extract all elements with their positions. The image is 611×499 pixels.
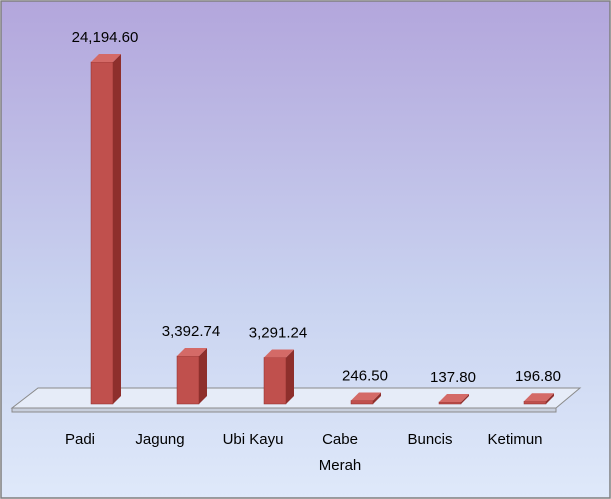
data-label: 196.80	[515, 368, 561, 385]
bar-front	[523, 400, 547, 405]
data-label: 24,194.60	[72, 29, 139, 46]
bar	[263, 349, 294, 405]
x-tick-label: Ubi Kayu	[223, 431, 284, 448]
bar-side	[286, 349, 294, 404]
bar-side	[461, 394, 469, 404]
bar	[350, 392, 381, 405]
data-label: 3,392.74	[162, 323, 220, 340]
bar-front	[176, 355, 200, 405]
bar-side	[199, 348, 207, 404]
bar-top	[177, 348, 207, 357]
data-label: 137.80	[430, 369, 476, 386]
bar-top	[91, 54, 121, 62]
bar-front	[263, 357, 287, 405]
bar-side	[373, 392, 381, 404]
data-label: 246.50	[342, 367, 388, 384]
bar	[523, 393, 554, 405]
x-tick-label: Padi	[65, 431, 95, 448]
x-tick-label: Jagung	[135, 431, 184, 448]
bar-top	[524, 393, 554, 402]
bar-side	[546, 393, 554, 404]
x-tick-label: Cabe Merah	[319, 431, 362, 474]
bar-top	[264, 349, 294, 358]
x-tick-label: Ketimun	[487, 431, 542, 448]
bar-top	[351, 392, 381, 401]
bar	[438, 394, 469, 405]
bar	[90, 54, 121, 405]
bar-side	[113, 54, 121, 404]
bar-front	[90, 61, 114, 405]
bar	[176, 348, 207, 405]
bar-front	[350, 400, 374, 405]
x-tick-label: Buncis	[407, 431, 452, 448]
floor-edge	[11, 407, 557, 413]
bar-front	[438, 401, 462, 405]
bar-top	[439, 394, 469, 402]
data-label: 3,291.24	[249, 324, 307, 341]
